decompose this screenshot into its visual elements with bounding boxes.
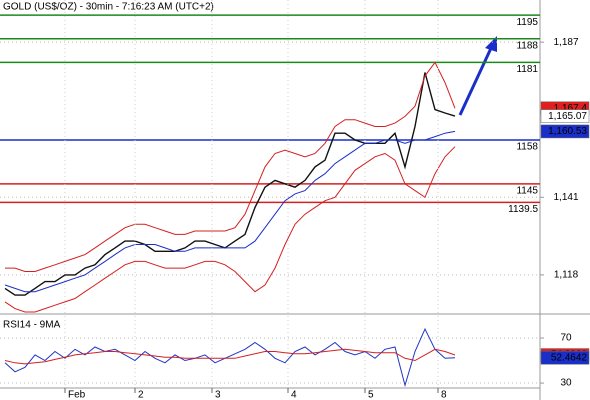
trend-arrow-head <box>485 36 497 52</box>
price-label: 1,167.4 <box>554 103 588 114</box>
series-line <box>4 130 456 293</box>
series-line <box>4 72 456 296</box>
panel-title: RSI14 - 9MA <box>3 320 61 331</box>
price-label-box <box>540 351 590 365</box>
y-tick-label: 70 <box>560 333 572 344</box>
y-tick-label: 1,187 <box>553 37 578 48</box>
x-tick-label: 2 <box>138 390 144 400</box>
y-tick-label: 1,141 <box>553 192 578 203</box>
level-label: 1158 <box>516 142 538 153</box>
x-tick-label: 5 <box>368 390 374 400</box>
trend-arrow <box>458 45 494 116</box>
level-label: 1188 <box>516 40 538 51</box>
series-line <box>4 348 456 365</box>
x-tick-label: 4 <box>291 390 297 400</box>
price-label-box <box>540 124 590 139</box>
price-label: 1,165.07 <box>548 111 587 122</box>
price-label-box <box>540 109 590 123</box>
series-line <box>4 327 456 388</box>
x-tick-label: 8 <box>441 390 447 400</box>
y-tick-label: 30 <box>560 378 572 389</box>
price-label: 52.4642 <box>551 352 588 363</box>
level-label: 1145 <box>516 185 538 196</box>
y-tick-label: 1,118 <box>554 270 579 281</box>
chart-title: GOLD (US$/OZ) - 30min - 7:16:23 AM (UTC+… <box>3 2 214 13</box>
level-label: 1181 <box>516 64 538 75</box>
x-tick-label: Feb <box>68 390 86 400</box>
x-tick-label: 3 <box>215 390 221 400</box>
level-label: 1139.5 <box>508 204 538 215</box>
series-line <box>4 146 456 313</box>
price-label: 1,160.53 <box>548 126 587 137</box>
level-label: 1195 <box>516 17 538 28</box>
series-line <box>5 61 456 272</box>
